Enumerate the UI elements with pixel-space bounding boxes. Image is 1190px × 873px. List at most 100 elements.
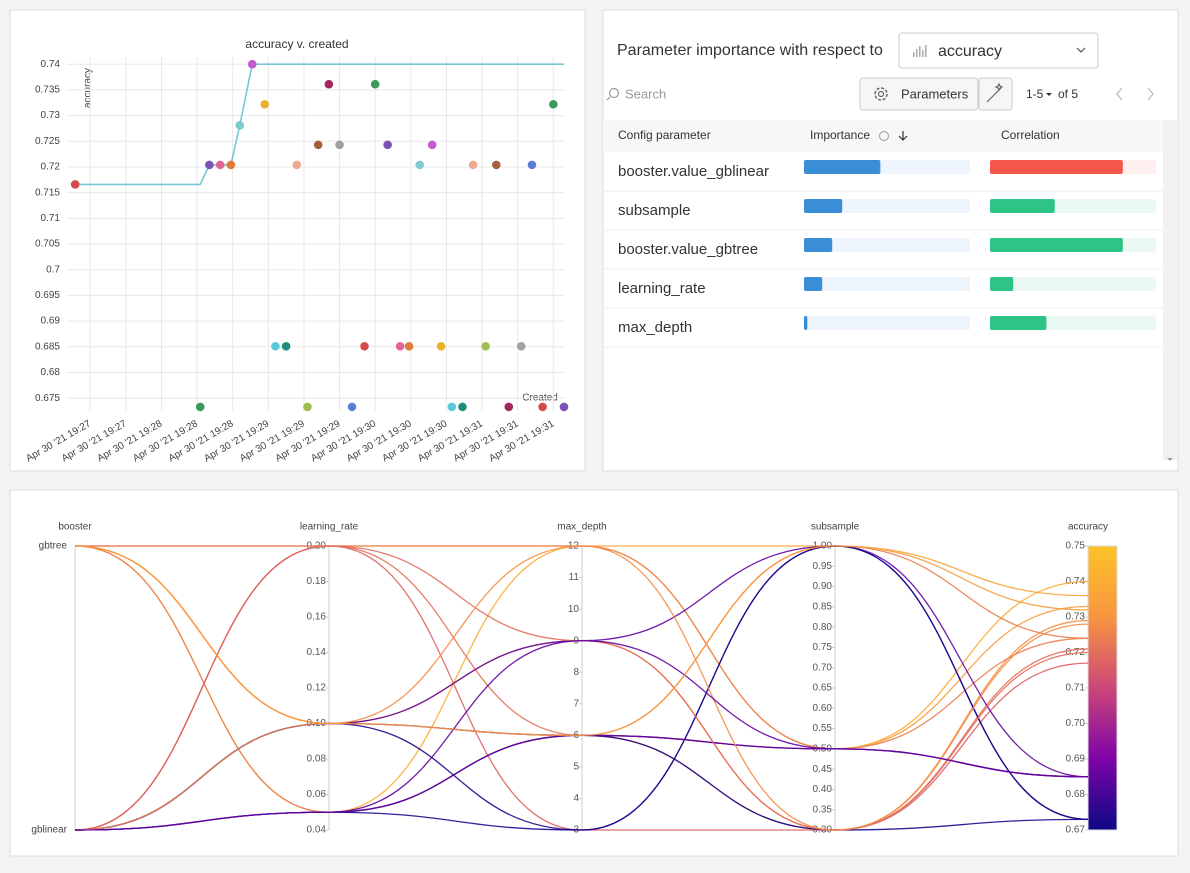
tick-label: 10 (568, 604, 580, 615)
point (404, 341, 414, 351)
tick-label: 0.90 (813, 581, 833, 592)
tick-label: 0.75 (1066, 541, 1086, 552)
run-line (74, 545, 1089, 831)
point (538, 402, 547, 412)
metric-icon (913, 45, 927, 57)
tick-label: 0.40 (813, 784, 833, 795)
run-line (74, 545, 1089, 831)
point (415, 160, 425, 170)
y-tick-label: 0.715 (35, 187, 60, 198)
point (347, 402, 357, 412)
importance-track (804, 316, 970, 330)
run-line (74, 640, 1089, 831)
parameters-button[interactable] (859, 77, 979, 111)
point (447, 402, 457, 412)
sort-arrow (898, 131, 908, 141)
tick-label: 0.73 (1066, 612, 1086, 623)
point (427, 140, 437, 150)
tick-label: 11 (569, 572, 580, 583)
colorbar (1087, 545, 1118, 831)
point (195, 402, 205, 412)
y-tick-label: 0.705 (35, 239, 60, 250)
tick-label: 0.06 (307, 789, 327, 800)
parallel-panel (9, 489, 1179, 857)
tick-label: 0.70 (813, 662, 833, 673)
scroll-arrow[interactable] (1167, 458, 1173, 461)
column-header[interactable]: Config parameter (618, 128, 711, 142)
correlation-track (990, 277, 1156, 291)
point (303, 402, 312, 412)
metric-value: accuracy (938, 43, 1002, 60)
search-input[interactable]: Search (625, 86, 666, 101)
point (205, 160, 214, 170)
point (271, 341, 280, 351)
importance-bar (804, 277, 823, 291)
dimension-label: accuracy (1068, 522, 1108, 533)
point (324, 79, 334, 89)
tick-label: 0.60 (813, 703, 833, 714)
parameter-name: subsample (618, 202, 691, 219)
point (481, 341, 490, 351)
tick-label: 0.95 (813, 561, 833, 572)
point (527, 160, 537, 170)
point (504, 402, 514, 412)
importance-bar (804, 160, 881, 174)
page-range-caret (1046, 93, 1052, 96)
run-line (75, 545, 1089, 831)
importance-bar (804, 238, 833, 252)
scrollbar[interactable] (1163, 120, 1178, 460)
y-tick-label: 0.72 (41, 162, 61, 173)
dropdown-chevron (1076, 47, 1086, 53)
y-tick-label: 0.71 (41, 213, 61, 224)
table-header (603, 120, 1163, 152)
page-total: of 5 (1058, 87, 1078, 101)
dimension-label: max_depth (557, 522, 606, 533)
parameter-name: booster.value_gblinear (618, 163, 769, 180)
y-tick-label: 0.7 (46, 264, 60, 275)
importance-title: Parameter importance with respect to (617, 42, 883, 59)
point (235, 121, 245, 130)
tick-label: 0.14 (307, 647, 327, 658)
point (70, 180, 80, 189)
point (360, 341, 369, 351)
column-header[interactable]: Correlation (1001, 128, 1060, 142)
y-tick-label: 0.685 (35, 341, 60, 352)
point (281, 341, 291, 351)
point (226, 160, 236, 170)
correlation-bar (990, 238, 1123, 252)
point (370, 79, 380, 89)
category-label: gbtree (39, 541, 68, 552)
tick-label: 0.69 (1066, 754, 1086, 765)
page-arrows[interactable] (1116, 87, 1154, 101)
correlation-bar (990, 277, 1014, 291)
point (468, 160, 478, 170)
y-tick-label: 0.675 (35, 393, 60, 404)
point (395, 341, 405, 351)
tick-label: 7 (573, 698, 579, 709)
tick-label: 0.70 (1066, 718, 1086, 729)
gear-icon-center (877, 90, 885, 98)
tick-label: 5 (573, 762, 579, 773)
y-tick-label: 0.74 (41, 59, 61, 70)
point (292, 160, 302, 170)
correlation-bar (990, 316, 1047, 330)
point (492, 160, 501, 170)
category-label: gblinear (31, 825, 67, 836)
tick-label: 0.68 (1066, 789, 1086, 800)
tick-label: 0.67 (1066, 825, 1086, 836)
importance-track (804, 277, 970, 291)
tick-label: 0.45 (813, 764, 833, 775)
tick-label: 0.65 (813, 683, 833, 694)
column-header[interactable]: Importance (810, 128, 870, 142)
running-max-line (75, 63, 564, 186)
tick-label: 0.16 (307, 612, 327, 623)
page-range[interactable]: 1-5 (1026, 87, 1044, 101)
parameter-name: learning_rate (618, 280, 706, 297)
point (260, 99, 270, 109)
dimension-label: subsample (811, 522, 860, 533)
metric-dropdown[interactable] (898, 32, 1099, 69)
chart-title: accuracy v. created (245, 37, 348, 51)
importance-track (804, 199, 970, 213)
y-tick-label: 0.73 (41, 110, 61, 121)
